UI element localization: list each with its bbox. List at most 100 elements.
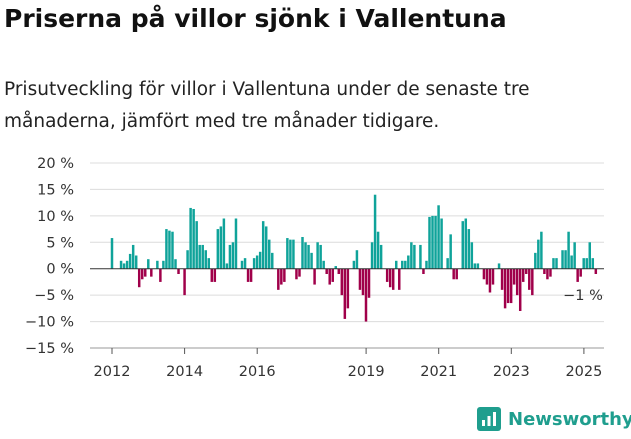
bar — [570, 255, 573, 269]
bar — [131, 244, 135, 269]
bar — [186, 250, 189, 269]
bar — [506, 268, 510, 304]
bar — [325, 268, 328, 274]
bar — [512, 268, 516, 285]
bar — [509, 268, 513, 304]
chart-subtitle: Prisutveckling för villor i Vallentuna u… — [4, 79, 530, 132]
bar — [207, 258, 210, 269]
bar — [225, 263, 229, 269]
bar — [271, 252, 274, 269]
y-tick-label: 10 % — [37, 209, 74, 225]
bar — [391, 268, 395, 290]
bar — [573, 242, 576, 269]
chart-title: Priserna på villor sjönk i Vallentuna — [4, 4, 507, 33]
bar — [228, 244, 232, 269]
bar — [552, 258, 555, 269]
bar — [361, 268, 365, 296]
x-tick-label: 2023 — [493, 364, 530, 380]
bar — [564, 250, 567, 269]
bar — [373, 194, 377, 269]
bar — [319, 244, 322, 269]
bar — [316, 242, 319, 269]
bar — [546, 268, 549, 280]
bar — [286, 238, 289, 269]
bar — [567, 231, 570, 269]
bar — [246, 268, 250, 282]
x-axis: 2012 2014 2016 2019 2021 2023 2025 — [90, 347, 604, 380]
bar — [141, 268, 144, 280]
bar — [555, 258, 558, 269]
bar — [401, 260, 404, 269]
bar — [515, 268, 519, 296]
bar — [255, 255, 259, 269]
y-tick-label: 20 % — [37, 156, 74, 172]
x-tick-label: 2025 — [565, 364, 602, 380]
bar — [252, 258, 256, 269]
bar — [588, 242, 591, 269]
bar — [147, 259, 150, 269]
bar — [464, 218, 468, 269]
bar — [337, 268, 341, 274]
bar — [264, 226, 268, 269]
bar — [537, 239, 540, 269]
bar — [195, 221, 198, 269]
bar — [425, 260, 428, 269]
y-tick-label: −5 % — [34, 288, 74, 304]
bar — [268, 239, 271, 269]
bar — [410, 242, 413, 269]
bar — [585, 258, 588, 269]
bar — [213, 268, 217, 282]
bar — [144, 268, 147, 277]
bar — [379, 244, 383, 269]
x-tick-label: 2021 — [420, 364, 457, 380]
bar — [128, 253, 132, 269]
bar — [376, 231, 380, 269]
bar — [476, 263, 480, 269]
bar — [534, 252, 537, 269]
bar — [343, 268, 347, 319]
bar — [407, 255, 410, 269]
bar — [280, 268, 283, 285]
brand-name: Newsworthy — [508, 408, 631, 430]
bar — [231, 242, 235, 269]
bar — [295, 268, 298, 280]
bar — [277, 268, 280, 290]
bar — [370, 242, 374, 269]
bar — [177, 268, 180, 274]
bar — [358, 268, 362, 290]
bar — [503, 268, 507, 309]
bar — [540, 231, 543, 269]
bar — [455, 268, 458, 280]
bar — [189, 207, 192, 269]
bar — [431, 215, 434, 269]
bar — [298, 268, 301, 277]
bar — [261, 221, 265, 269]
bar — [419, 244, 422, 269]
bar — [258, 251, 262, 269]
bar — [219, 226, 223, 269]
bar — [328, 268, 331, 285]
bar — [192, 208, 195, 269]
bar — [467, 229, 471, 269]
bar — [543, 268, 546, 274]
y-tick-label: −10 % — [25, 315, 74, 331]
bar — [473, 263, 477, 269]
bar — [355, 250, 359, 269]
bar — [549, 268, 552, 277]
bar — [367, 268, 371, 298]
bar — [119, 260, 123, 269]
bar — [283, 268, 286, 282]
bar — [313, 268, 316, 285]
bar — [125, 260, 129, 269]
bar — [491, 268, 495, 285]
brand-logo: Newsworthy — [476, 406, 631, 432]
bar — [582, 258, 585, 269]
bar — [174, 259, 177, 269]
bar — [576, 268, 579, 282]
bar — [110, 238, 114, 269]
bar — [243, 258, 247, 269]
bar — [150, 268, 153, 277]
x-tick-label: 2012 — [94, 364, 131, 380]
bar — [304, 242, 307, 269]
bar — [500, 268, 504, 290]
